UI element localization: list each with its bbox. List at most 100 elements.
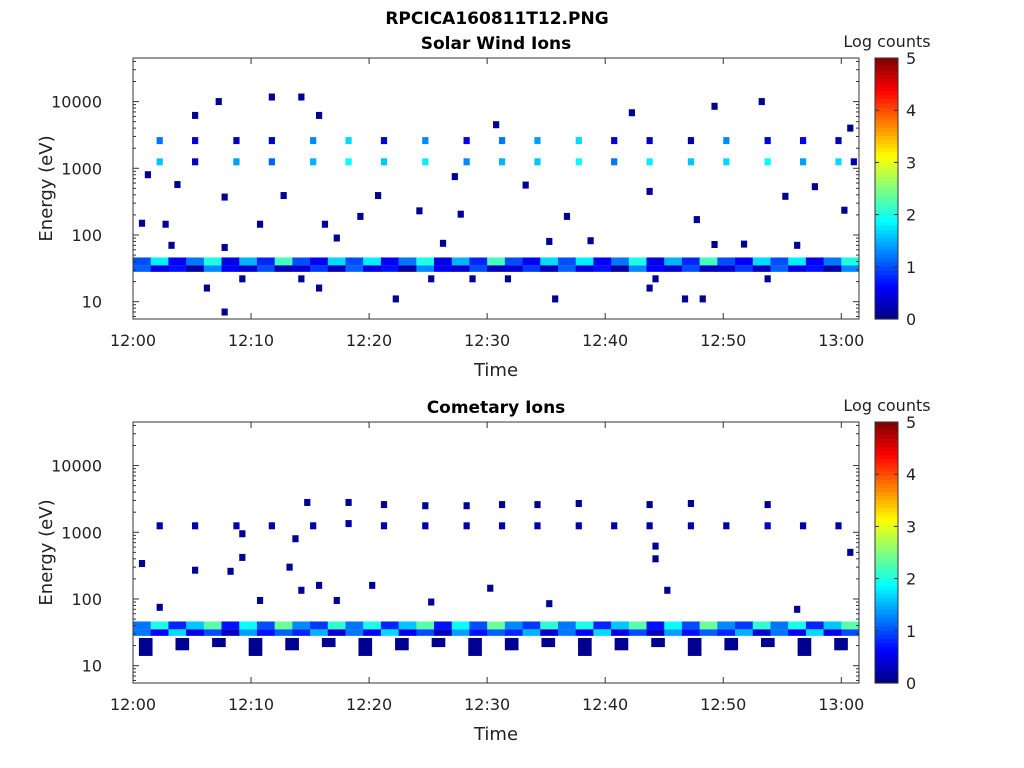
heatmap-cell [834, 638, 848, 651]
heatmap-cell [380, 629, 400, 636]
heatmap-cell [285, 638, 299, 651]
colorbar-cell [875, 536, 898, 541]
heatmap-cell [611, 629, 630, 636]
heatmap-cell [248, 638, 263, 656]
heatmap-cell [534, 158, 541, 166]
heatmap-cell [292, 265, 311, 272]
heatmap-cell [646, 265, 665, 272]
heatmap-cell [345, 265, 364, 272]
y-tick-label: 1000 [61, 523, 102, 542]
heatmap-cell [735, 629, 754, 636]
colorbar-cell [875, 102, 898, 108]
heatmap-cell [546, 600, 553, 608]
colorbar-cell [875, 82, 898, 88]
heatmap-cell [192, 158, 199, 166]
heatmap-cell [451, 257, 470, 266]
heatmap-cell [239, 629, 258, 636]
heatmap-cell [203, 265, 222, 272]
heatmap-cell [144, 171, 152, 179]
heatmap-cell [156, 137, 163, 145]
heatmap-cell [310, 158, 317, 166]
heatmap-cell [434, 257, 453, 266]
y-tick-label: 100 [71, 590, 102, 609]
heatmap-cell [357, 212, 364, 220]
colorbar-cell [875, 475, 898, 480]
heatmap-cell [168, 629, 187, 636]
x-tick-label: 12:20 [346, 331, 392, 350]
colorbar-cell [875, 625, 898, 631]
heatmap-cells [133, 498, 859, 656]
colorbar-cell [875, 66, 898, 71]
heatmap-cell [416, 629, 435, 636]
colorbar-tick-label: 4 [906, 101, 916, 120]
colorbar-cell [875, 528, 898, 533]
x-tick-label: 13:00 [818, 695, 864, 714]
x-tick-label: 12:10 [228, 331, 274, 350]
heatmap-cell [534, 501, 541, 509]
heatmap-cell [321, 638, 336, 648]
heatmap-cell [699, 621, 718, 630]
colorbar-cell [875, 176, 898, 181]
heatmap-cell [469, 257, 488, 266]
heatmap-cell [504, 629, 523, 636]
heatmap-cell [563, 212, 571, 220]
heatmap-cell [823, 629, 842, 636]
colorbar-cell [875, 450, 898, 456]
colorbar-cell [875, 249, 898, 255]
heatmap-cell [345, 158, 352, 166]
colorbar-cell [875, 678, 898, 684]
heatmap-cell [327, 257, 346, 266]
heatmap-cell [227, 567, 234, 575]
heatmap-cell [498, 522, 506, 530]
heatmap-cell [268, 93, 275, 101]
heatmap-cell [552, 295, 559, 303]
heatmap-cell [168, 241, 175, 249]
colorbar-cell [875, 548, 898, 554]
colorbar-cell [875, 479, 898, 484]
heatmap-cell [735, 257, 754, 266]
heatmap-cell [380, 265, 400, 272]
heatmap-cell [358, 638, 373, 656]
heatmap-cell [782, 192, 789, 200]
colorbar-cell [875, 532, 898, 537]
colorbar-cell [875, 552, 898, 558]
heatmap-cell [835, 522, 842, 530]
heatmap-cell [212, 638, 226, 648]
heatmap-cell [522, 629, 541, 636]
colorbar-cell [875, 282, 898, 287]
x-tick-label: 12:50 [700, 695, 746, 714]
heatmap-cell [434, 629, 453, 636]
chart-title: Cometary Ions [427, 398, 566, 418]
colorbar-cell [875, 94, 898, 100]
heatmap-cell [628, 265, 647, 272]
colorbar-cell [875, 426, 898, 431]
heatmap-cell [611, 522, 618, 530]
heatmap-cell [823, 621, 842, 630]
heatmap-cell [717, 629, 736, 636]
heatmap-cell [575, 621, 594, 630]
heatmap-cell [434, 265, 453, 272]
colorbar-cell [875, 306, 898, 312]
heatmap-cell [493, 121, 500, 129]
heatmap-cell [333, 234, 340, 242]
heatmap-cell [841, 621, 859, 630]
colorbar-label: Log counts [843, 32, 930, 51]
x-tick-label: 12:50 [700, 331, 746, 350]
colorbar-cell [875, 499, 898, 505]
x-axis-label: Time [473, 724, 518, 745]
heatmap-cell [150, 265, 169, 272]
heatmap-cell [611, 158, 618, 166]
heatmap-cell [487, 257, 506, 266]
heatmap-cell [268, 137, 275, 145]
heatmap-cell [835, 137, 842, 145]
heatmap-cell [203, 621, 222, 630]
heatmap-cell [463, 502, 470, 510]
heatmap-cell [575, 257, 594, 266]
heatmap-cell [646, 501, 653, 509]
heatmap-cell [395, 638, 409, 651]
heatmap-cell [256, 257, 276, 266]
heatmap-cell [162, 220, 169, 228]
colorbar-cell [875, 164, 898, 169]
heatmap-cell [628, 109, 636, 117]
